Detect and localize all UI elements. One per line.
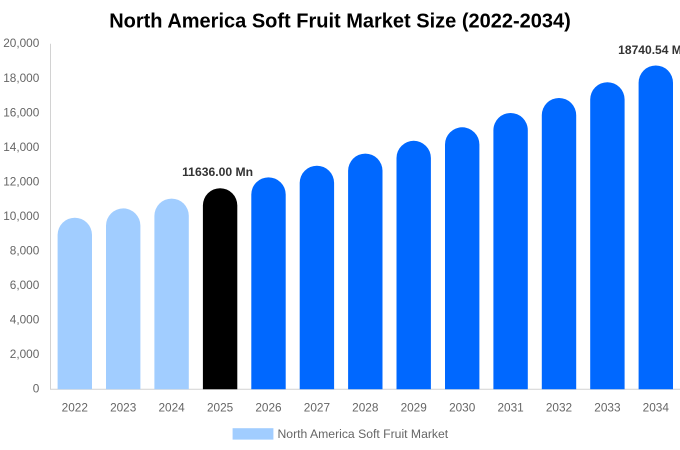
svg-text:2033: 2033: [594, 400, 621, 414]
svg-text:2,000: 2,000: [10, 347, 40, 361]
svg-text:North America Soft Fruit Marke: North America Soft Fruit Market Size (20…: [109, 11, 571, 33]
svg-text:2034: 2034: [643, 400, 670, 414]
svg-text:2023: 2023: [110, 400, 137, 414]
svg-text:2022: 2022: [62, 400, 88, 414]
svg-text:2028: 2028: [352, 400, 379, 414]
svg-text:16,000: 16,000: [3, 105, 40, 119]
svg-text:20,000: 20,000: [3, 36, 40, 50]
svg-text:2032: 2032: [546, 400, 572, 414]
svg-text:18,000: 18,000: [3, 71, 40, 85]
svg-text:2026: 2026: [255, 400, 282, 414]
svg-text:11636.00 Mn: 11636.00 Mn: [182, 165, 253, 179]
svg-text:14,000: 14,000: [3, 140, 40, 154]
svg-text:2030: 2030: [449, 400, 476, 414]
svg-text:North America Soft Fruit Marke: North America Soft Fruit Market: [278, 427, 449, 441]
svg-text:12,000: 12,000: [3, 174, 40, 188]
svg-text:2025: 2025: [207, 400, 234, 414]
svg-text:10,000: 10,000: [3, 209, 40, 223]
svg-text:2029: 2029: [401, 400, 427, 414]
svg-text:4,000: 4,000: [10, 313, 40, 327]
svg-text:6,000: 6,000: [10, 278, 40, 292]
svg-text:18740.54 Mn: 18740.54 Mn: [618, 43, 680, 57]
svg-text:8,000: 8,000: [10, 244, 40, 258]
svg-text:2024: 2024: [158, 400, 185, 414]
svg-text:2027: 2027: [304, 400, 330, 414]
svg-text:0: 0: [33, 382, 40, 396]
svg-text:2031: 2031: [497, 400, 523, 414]
